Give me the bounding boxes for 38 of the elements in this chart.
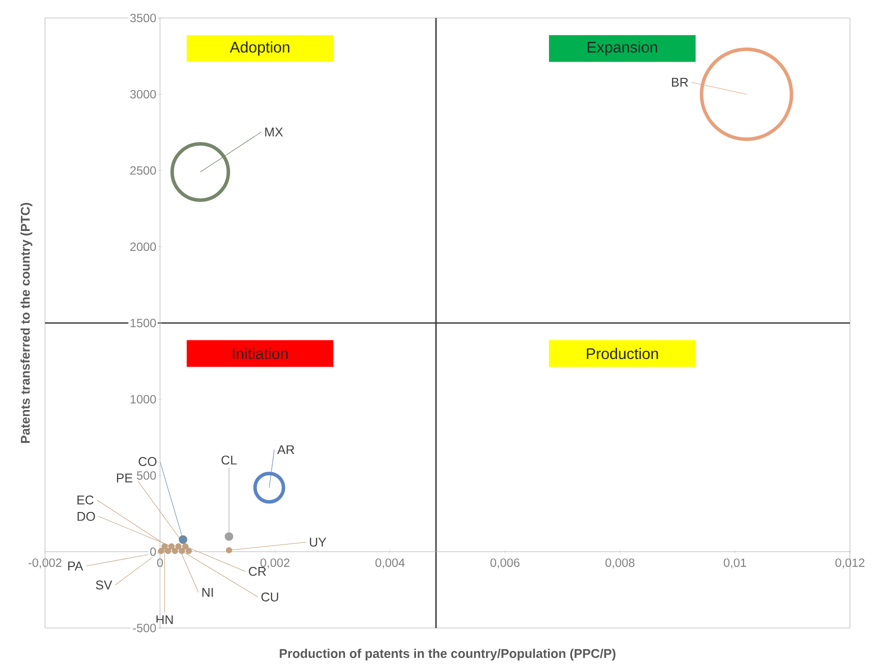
- text: CO: [138, 457, 156, 466]
- x-tick-label: 0,01: [724, 558, 746, 568]
- y-tick-label: 3000: [130, 90, 156, 99]
- y-axis-title: Patents transferred to the country (PTC): [20, 202, 32, 443]
- annotation: Production: [586, 348, 658, 360]
- text: PE: [116, 474, 132, 482]
- series-label: AR: [277, 445, 294, 454]
- x-tick-label: 0,012: [835, 558, 864, 568]
- text: CU: [261, 592, 278, 602]
- text: EC: [77, 495, 94, 504]
- legend-label: BR: [672, 78, 688, 87]
- y-tick-label: 1500: [130, 318, 156, 328]
- text: CL: [222, 456, 237, 465]
- x-tick-label: 0,002: [260, 558, 290, 568]
- x-tick-label: 0: [157, 558, 163, 567]
- y-tick-label: 2500: [130, 166, 156, 175]
- y-tick-label: -500: [132, 624, 156, 632]
- y-tick-label: 1000: [130, 394, 156, 404]
- y-tick-label: 3500: [130, 14, 156, 22]
- text: HN: [156, 615, 173, 624]
- y-tick-label: 500: [136, 471, 156, 480]
- text: DO: [78, 512, 95, 521]
- x-tick-label: 0,008: [605, 558, 634, 568]
- x-tick-label: 0,004: [375, 558, 405, 568]
- text: NI: [202, 588, 213, 597]
- text: PA: [68, 562, 84, 570]
- x-tick-label: 0,006: [490, 558, 520, 568]
- x-tick-label: -0,002: [28, 558, 62, 568]
- text: CR: [248, 566, 266, 576]
- annotation: Initiation: [232, 348, 288, 360]
- annotation: Expansion: [588, 41, 658, 56]
- x-axis-title: Production of patents in the country/Population (PPC/P): [280, 648, 616, 661]
- y-tick-label: 2000: [130, 242, 156, 251]
- y-tick-label: 0: [150, 547, 156, 556]
- text: MX: [265, 128, 283, 136]
- annotation: Adoption: [230, 41, 290, 56]
- text: UY: [310, 538, 326, 547]
- text: SV: [96, 580, 112, 590]
